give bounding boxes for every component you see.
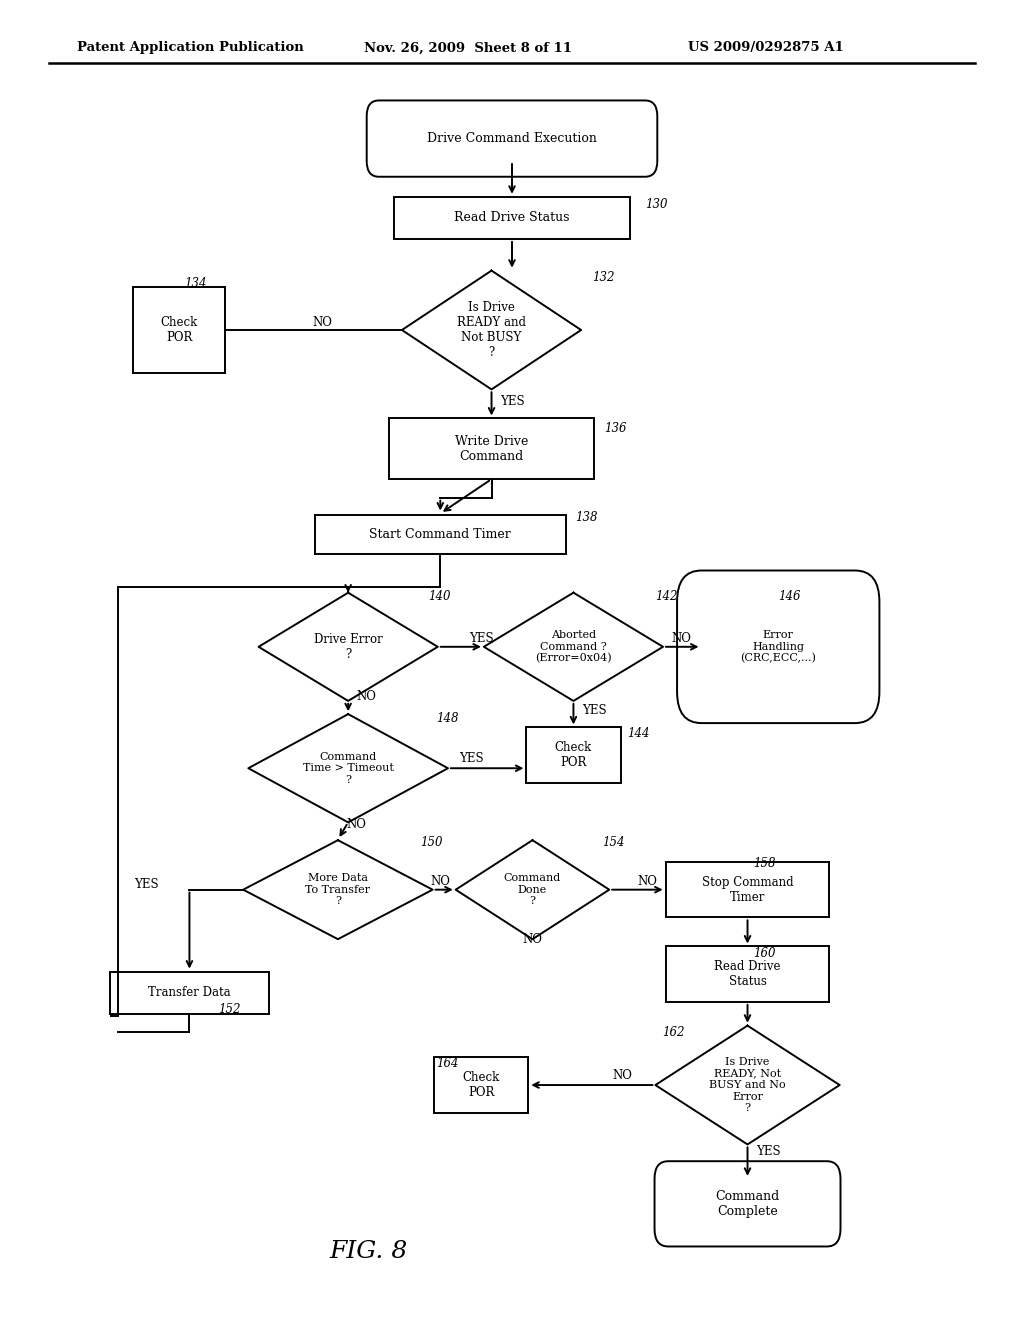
- Text: 144: 144: [627, 727, 649, 741]
- Bar: [389, 418, 594, 479]
- Text: NO: NO: [356, 690, 376, 704]
- Text: Aborted
Command ?
(Error=0x04): Aborted Command ? (Error=0x04): [536, 630, 611, 664]
- Text: Start Command Timer: Start Command Timer: [370, 528, 511, 541]
- Text: Stop Command
Timer: Stop Command Timer: [701, 875, 794, 904]
- Bar: [666, 946, 829, 1002]
- Text: 154: 154: [602, 836, 625, 849]
- Text: 162: 162: [663, 1026, 685, 1039]
- Text: 142: 142: [655, 590, 678, 603]
- Text: 132: 132: [592, 271, 614, 284]
- Text: YES: YES: [500, 395, 524, 408]
- Text: 134: 134: [184, 277, 207, 290]
- Text: Write Drive
Command: Write Drive Command: [455, 434, 528, 463]
- Text: Check
POR: Check POR: [161, 315, 198, 345]
- Bar: [315, 515, 565, 554]
- Bar: [666, 862, 829, 917]
- Text: NO: NO: [430, 875, 450, 888]
- Polygon shape: [244, 841, 432, 940]
- Text: Nov. 26, 2009  Sheet 8 of 11: Nov. 26, 2009 Sheet 8 of 11: [364, 41, 571, 54]
- Polygon shape: [484, 593, 664, 701]
- Text: 140: 140: [428, 590, 451, 603]
- Text: NO: NO: [612, 1069, 632, 1082]
- Text: 164: 164: [436, 1057, 459, 1071]
- Text: Command
Complete: Command Complete: [716, 1189, 779, 1218]
- Text: 160: 160: [754, 946, 776, 960]
- Text: Check
POR: Check POR: [463, 1071, 500, 1100]
- Text: YES: YES: [582, 704, 606, 717]
- Text: More Data
To Transfer
?: More Data To Transfer ?: [305, 873, 371, 907]
- Text: NO: NO: [637, 875, 656, 888]
- Polygon shape: [401, 271, 582, 389]
- Text: US 2009/0292875 A1: US 2009/0292875 A1: [688, 41, 844, 54]
- Text: YES: YES: [756, 1144, 780, 1158]
- Text: 158: 158: [754, 857, 776, 870]
- FancyBboxPatch shape: [677, 570, 880, 723]
- Text: Is Drive
READY, Not
BUSY and No
Error
?: Is Drive READY, Not BUSY and No Error ?: [710, 1057, 785, 1113]
- Text: Is Drive
READY and
Not BUSY
?: Is Drive READY and Not BUSY ?: [457, 301, 526, 359]
- Text: YES: YES: [459, 752, 483, 766]
- Polygon shape: [456, 841, 609, 940]
- Bar: [394, 197, 630, 239]
- Bar: [434, 1057, 528, 1113]
- Polygon shape: [259, 593, 438, 701]
- Text: 146: 146: [778, 590, 801, 603]
- Text: NO: NO: [346, 818, 366, 832]
- Text: 136: 136: [604, 422, 627, 436]
- Text: YES: YES: [469, 632, 494, 645]
- Text: Drive Command Execution: Drive Command Execution: [427, 132, 597, 145]
- Text: Drive Error
?: Drive Error ?: [313, 632, 383, 661]
- Text: Command
Time > Timeout
?: Command Time > Timeout ?: [303, 751, 393, 785]
- Text: FIG. 8: FIG. 8: [330, 1239, 408, 1263]
- Text: 138: 138: [575, 511, 598, 524]
- Text: 152: 152: [218, 1003, 241, 1016]
- Text: NO: NO: [312, 315, 332, 329]
- Bar: [133, 288, 225, 372]
- FancyBboxPatch shape: [367, 100, 657, 177]
- Bar: [111, 972, 268, 1014]
- Text: Read Drive
Status: Read Drive Status: [715, 960, 780, 989]
- Polygon shape: [249, 714, 449, 822]
- Text: 150: 150: [420, 836, 442, 849]
- FancyBboxPatch shape: [654, 1162, 841, 1246]
- Text: 130: 130: [645, 198, 668, 211]
- Text: Check
POR: Check POR: [555, 741, 592, 770]
- Bar: [526, 727, 621, 783]
- Text: Command
Done
?: Command Done ?: [504, 873, 561, 907]
- Text: 148: 148: [436, 711, 459, 725]
- Text: Patent Application Publication: Patent Application Publication: [77, 41, 303, 54]
- Text: NO: NO: [522, 933, 543, 946]
- Polygon shape: [655, 1026, 840, 1144]
- Text: NO: NO: [672, 632, 691, 645]
- Text: YES: YES: [134, 878, 159, 891]
- Text: Read Drive Status: Read Drive Status: [455, 211, 569, 224]
- Text: Error
Handling
(CRC,ECC,...): Error Handling (CRC,ECC,...): [740, 630, 816, 664]
- Text: Transfer Data: Transfer Data: [148, 986, 230, 999]
